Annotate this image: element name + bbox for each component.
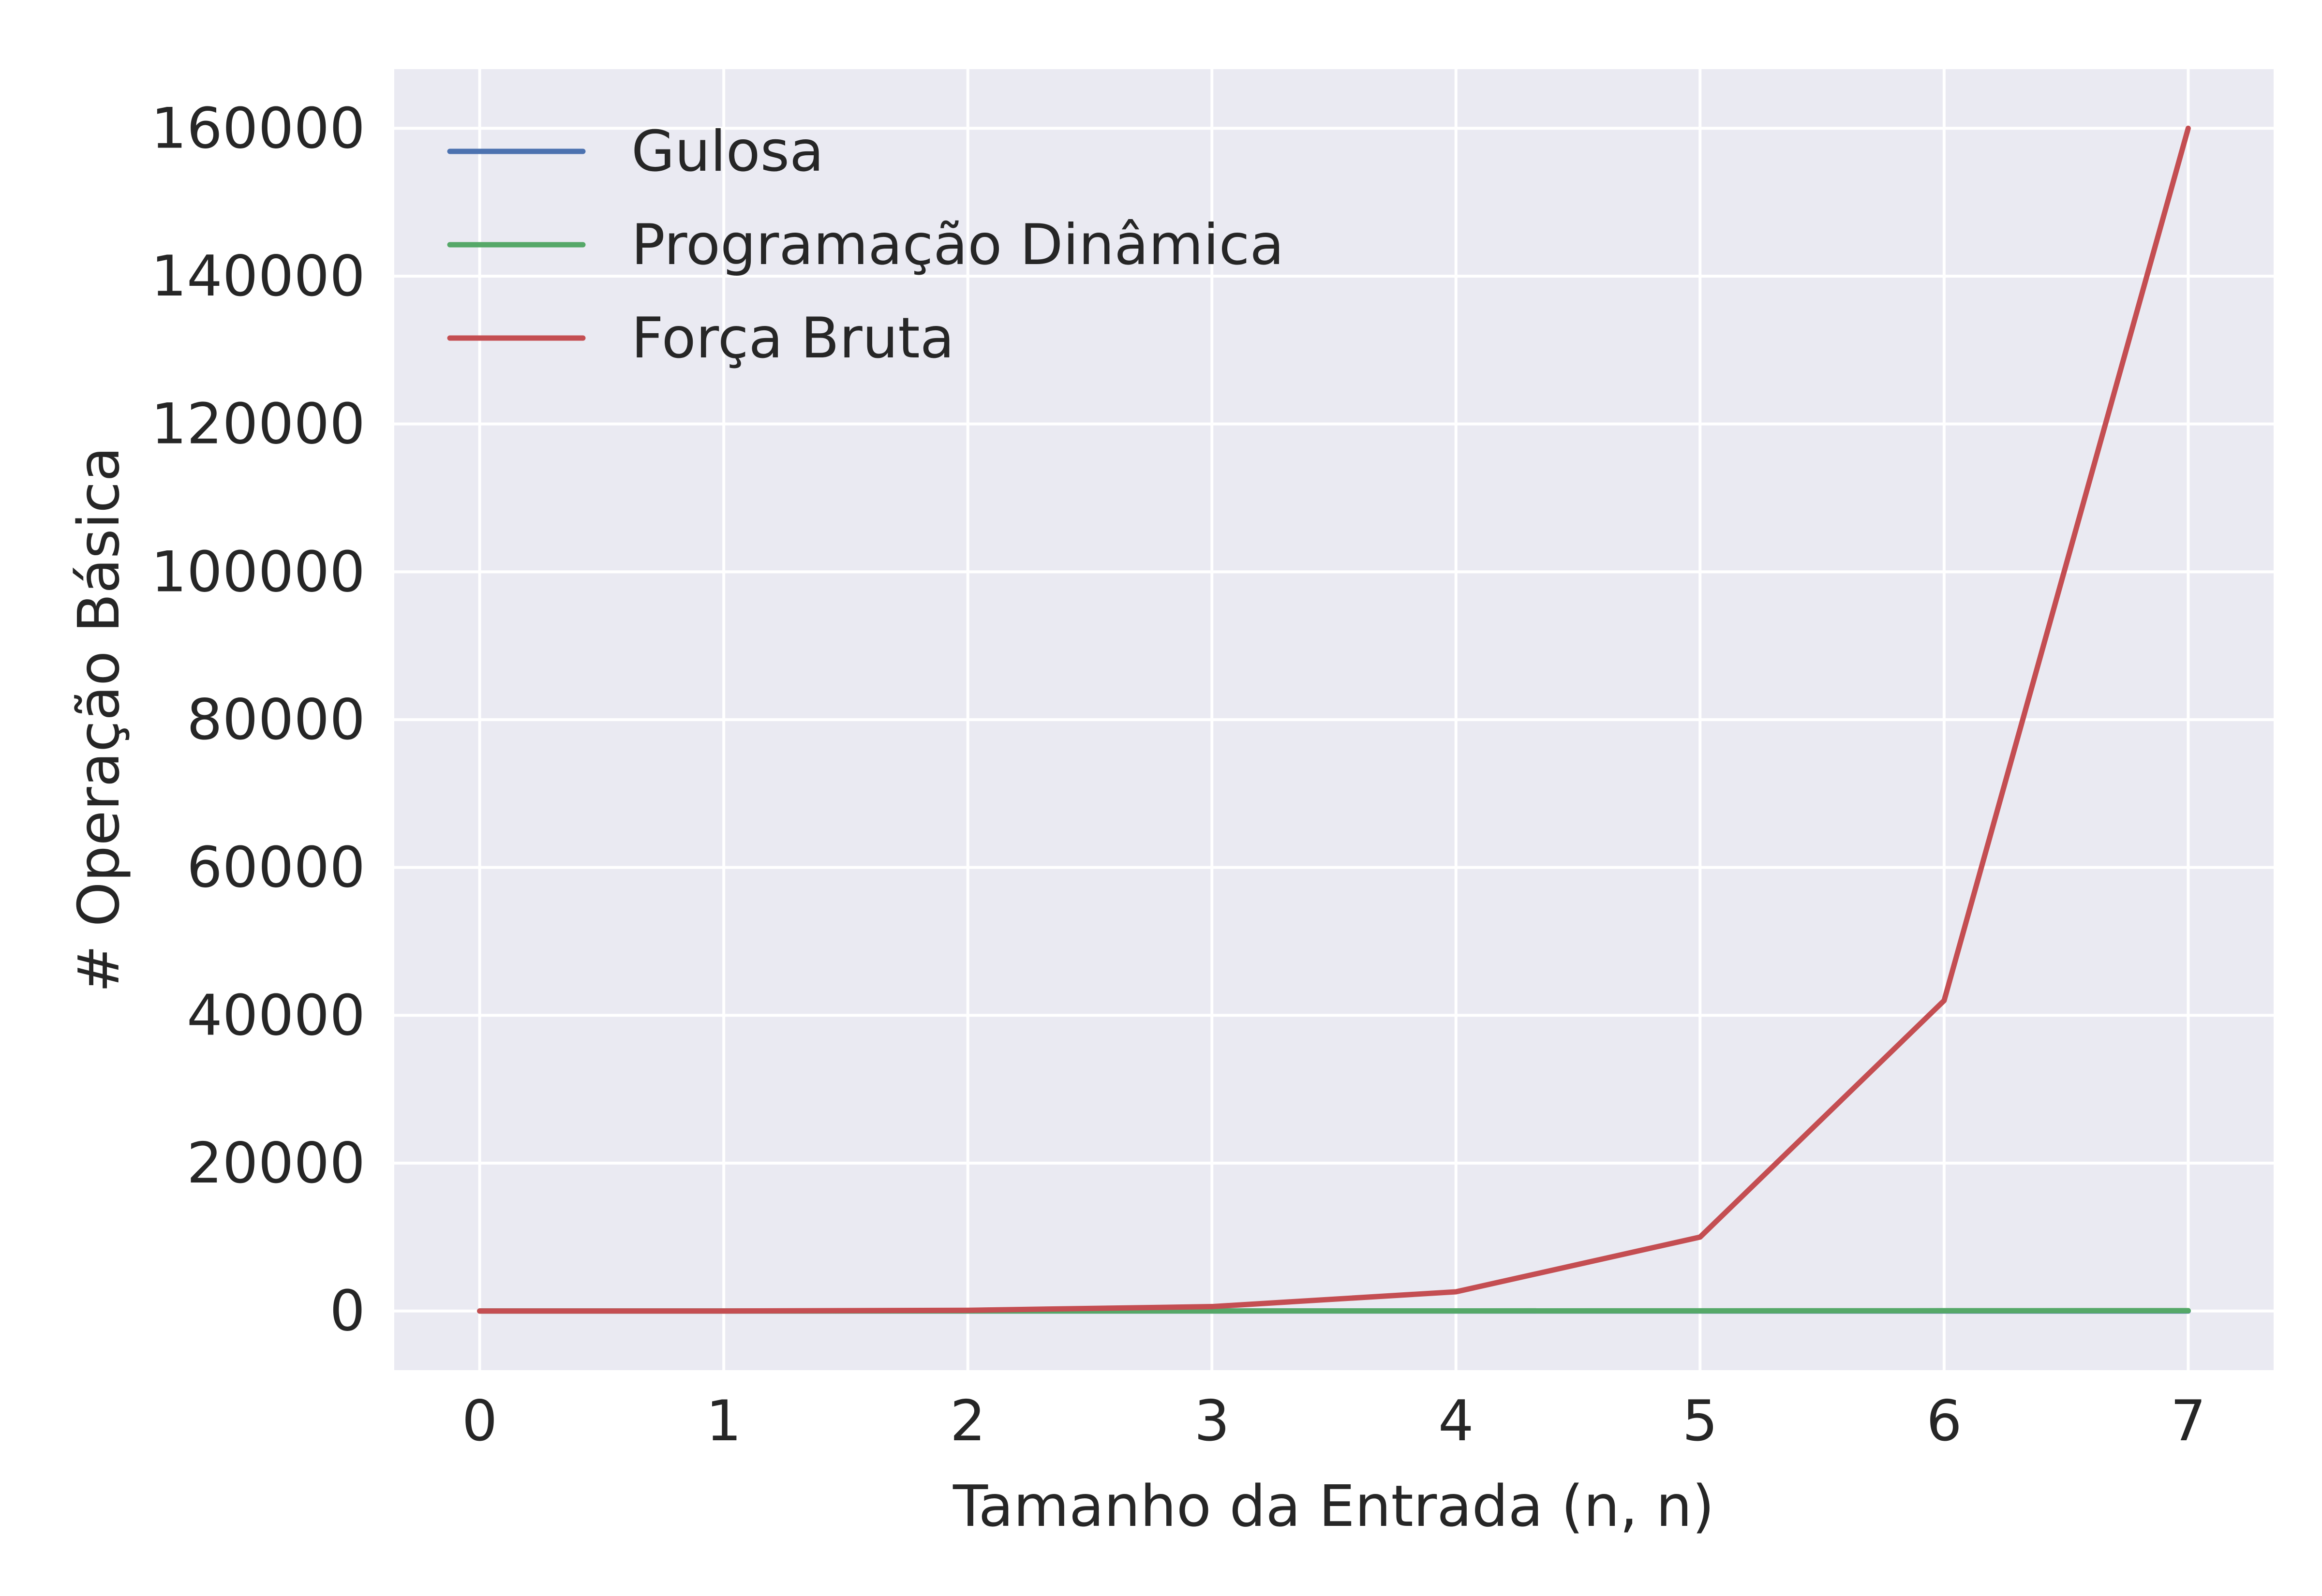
y-tick-label: 20000 — [187, 1131, 365, 1196]
y-tick-label: 0 — [329, 1279, 365, 1344]
y-tick-label: 40000 — [187, 983, 365, 1048]
x-tick-label: 7 — [2171, 1389, 2206, 1454]
series-line-2 — [477, 125, 2191, 1314]
legend-label: Força Bruta — [631, 306, 954, 371]
y-tick-label: 160000 — [151, 96, 365, 161]
legend: Gulosa Programação Dinâmica Força Bruta — [447, 119, 1284, 371]
y-tick-label: 100000 — [151, 539, 365, 605]
x-tick-label: 5 — [1682, 1389, 1718, 1454]
y-tick-label: 60000 — [187, 835, 365, 901]
y-tick-label: 80000 — [187, 687, 365, 753]
x-tick-label: 2 — [950, 1389, 986, 1454]
legend-label: Programação Dinâmica — [631, 212, 1284, 278]
x-tick-label: 0 — [462, 1389, 498, 1454]
series-layer — [477, 125, 2191, 1314]
x-tick-label: 3 — [1194, 1389, 1230, 1454]
y-tick-label: 120000 — [151, 392, 365, 457]
y-axis-label: # Operação Básica — [65, 446, 132, 992]
x-tick-label: 4 — [1438, 1389, 1474, 1454]
x-tick-label: 6 — [1926, 1389, 1962, 1454]
x-axis-label: Tamanho da Entrada (n, n) — [953, 1473, 1714, 1539]
legend-label: Gulosa — [631, 119, 824, 184]
y-tick-label: 140000 — [151, 244, 365, 309]
tick-labels: 0 1 2 3 4 5 6 7 0 20000 40000 60000 80000 100000 12000… — [151, 96, 2206, 1454]
x-tick-label: 1 — [706, 1389, 742, 1454]
